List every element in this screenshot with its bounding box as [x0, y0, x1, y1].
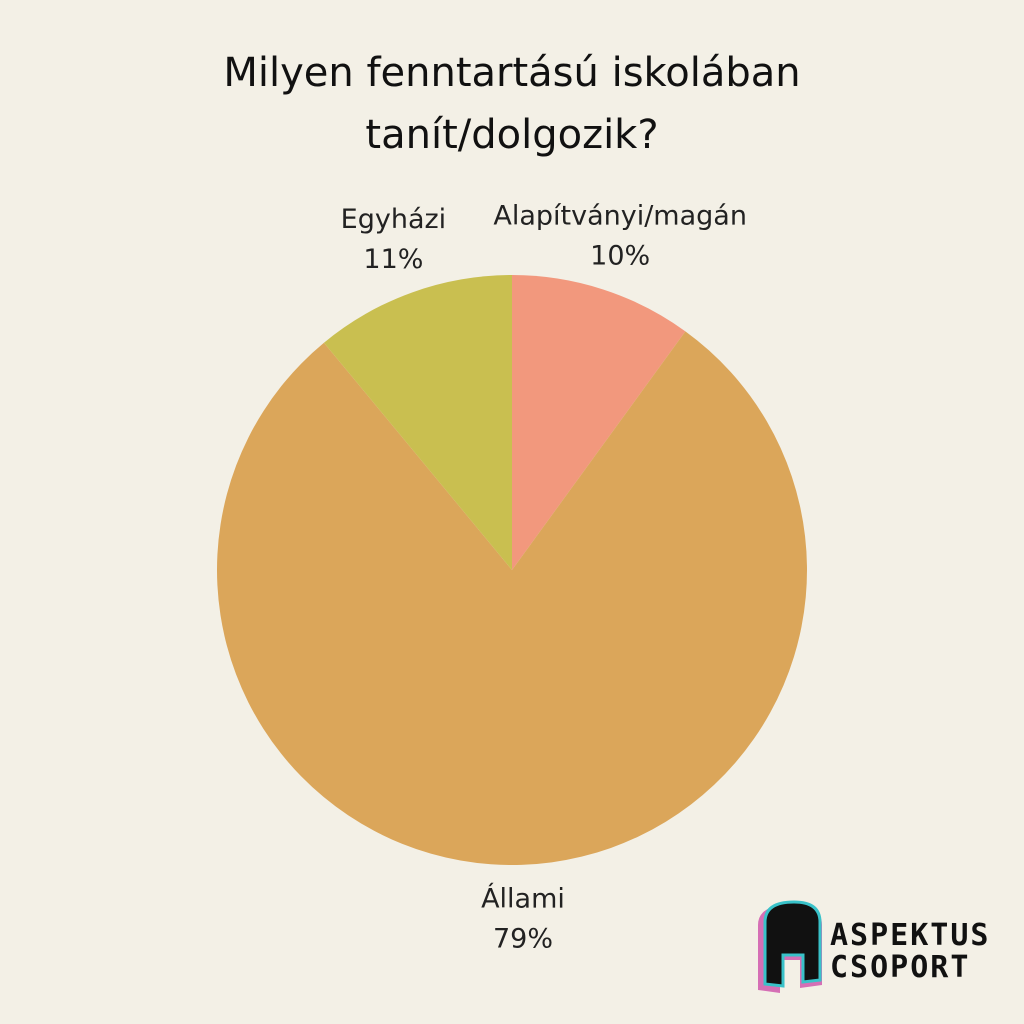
logo-icon — [763, 900, 822, 988]
slice-label: Egyházi — [341, 204, 447, 235]
logo: ASPEKTUS CSOPORT — [758, 900, 991, 993]
chart-title: Milyen fenntartású iskolában tanít/dolgo… — [223, 50, 801, 158]
pie-slice — [323, 275, 512, 570]
value-label: 79% — [493, 923, 553, 954]
slice-label: Állami — [481, 882, 565, 914]
pie-slice — [512, 275, 686, 570]
logo-text: ASPEKTUS — [830, 918, 991, 953]
slice-label: Alapítványi/magán — [493, 201, 747, 232]
value-label: 11% — [363, 244, 423, 275]
value-label: 10% — [590, 241, 650, 272]
logo-text: CSOPORT — [830, 950, 970, 985]
pie-slice — [217, 331, 808, 866]
